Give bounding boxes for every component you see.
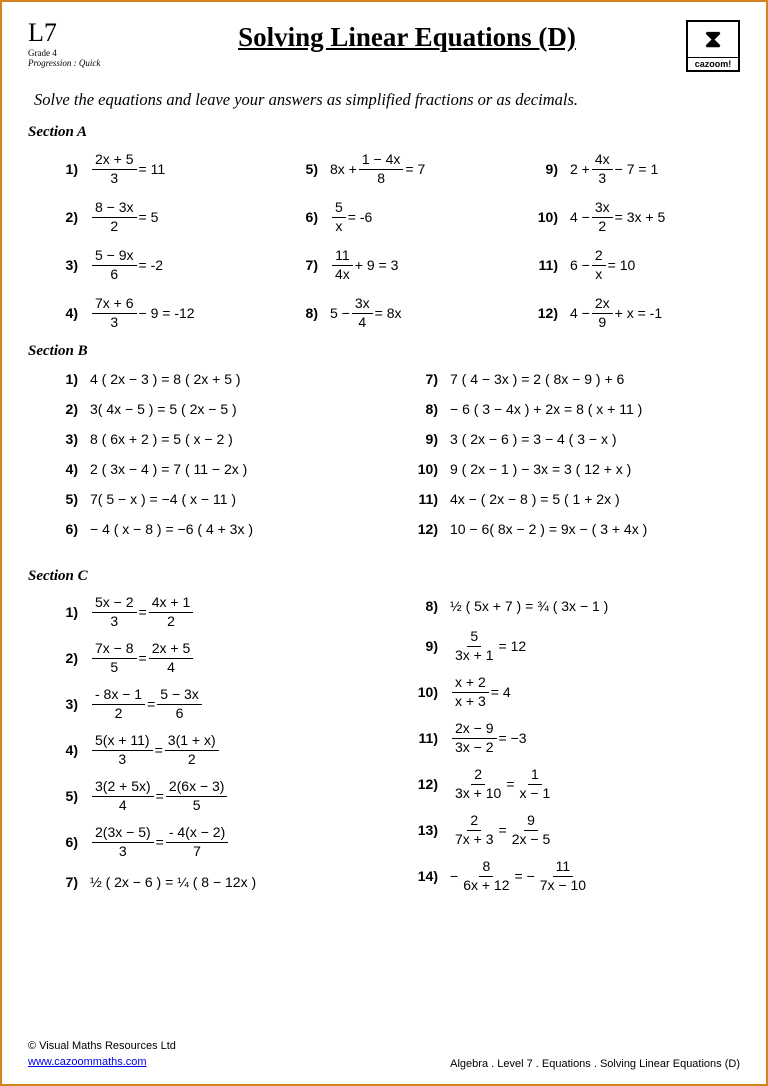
problem: 6)− 4 ( x − 8 ) = −6 ( 4 + 3x ) xyxy=(28,514,380,544)
brand-name: cazoom! xyxy=(688,57,738,69)
problem: 7)7 ( 4 − 3x ) = 2 ( 8x − 9 ) + 6 xyxy=(388,364,740,394)
problem: 10)4 − 3x2 = 3x + 5 xyxy=(508,193,740,241)
problem: 5)8x + 1 − 4x8 = 7 xyxy=(268,145,500,193)
grade-label: Grade 4 xyxy=(28,48,128,58)
problem: 12)23x + 10 = 1x − 1 xyxy=(388,761,740,807)
page-title: Solving Linear Equations (D) xyxy=(128,22,686,53)
problem: 1)5x − 23 = 4x + 12 xyxy=(28,589,380,635)
level-block: L7 Grade 4 Progression : Quick xyxy=(28,20,128,68)
problem: 8)− 6 ( 3 − 4x ) + 2x = 8 ( x + 11 ) xyxy=(388,394,740,424)
problem: 11)2x − 93x − 2 = −3 xyxy=(388,715,740,761)
problem: 11)4x − ( 2x − 8 ) = 5 ( 1 + 2x ) xyxy=(388,484,740,514)
problem: 11)6 − 2x = 10 xyxy=(508,241,740,289)
problem: 10)x + 2x + 3 = 4 xyxy=(388,669,740,715)
problem: 12)10 − 6( 8x − 2 ) = 9x − ( 3 + 4x ) xyxy=(388,514,740,544)
problem: 3)8 ( 6x + 2 ) = 5 ( x − 2 ) xyxy=(28,424,380,454)
problem: 8)5 − 3x4 = 8x xyxy=(268,289,500,337)
problem: 4)5(x + 11)3 = 3(1 + x)2 xyxy=(28,727,380,773)
problem: 1)2x + 53 = 11 xyxy=(28,145,260,193)
footer-breadcrumb: Algebra . Level 7 . Equations . Solving … xyxy=(450,1058,740,1070)
hourglass-icon: ⧗ xyxy=(688,22,738,58)
footer-link[interactable]: www.cazoommaths.com xyxy=(28,1056,147,1068)
section-c: 1)5x − 23 = 4x + 122)7x − 85 = 2x + 543)… xyxy=(28,589,740,899)
instruction-text: Solve the equations and leave your answe… xyxy=(34,90,740,110)
level-code: L7 xyxy=(28,20,128,46)
section-b-title: Section B xyxy=(28,343,740,360)
problem: 6)2(3x − 5)3 = - 4(x − 2)7 xyxy=(28,819,380,865)
problem: 2)3( 4x − 5 ) = 5 ( 2x − 5 ) xyxy=(28,394,380,424)
copyright: © Visual Maths Resources Ltd xyxy=(28,1039,176,1054)
problem: 8)½ ( 5x + 7 ) = ¾ ( 3x − 1 ) xyxy=(388,589,740,623)
section-a-title: Section A xyxy=(28,124,740,141)
progression-label: Progression : Quick xyxy=(28,58,128,68)
problem: 1)4 ( 2x − 3 ) = 8 ( 2x + 5 ) xyxy=(28,364,380,394)
problem: 7)114x + 9 = 3 xyxy=(268,241,500,289)
problem: 4)2 ( 3x − 4 ) = 7 ( 11 − 2x ) xyxy=(28,454,380,484)
problem: 2)8 − 3x2 = 5 xyxy=(28,193,260,241)
problem: 4)7x + 63 − 9 = -12 xyxy=(28,289,260,337)
footer-left: © Visual Maths Resources Ltd www.cazoomm… xyxy=(28,1039,176,1070)
problem: 12)4 − 2x9 + x = -1 xyxy=(508,289,740,337)
problem: 9)53x + 1 = 12 xyxy=(388,623,740,669)
problem: 3)- 8x − 12 = 5 − 3x6 xyxy=(28,681,380,727)
problem: 14)− 86x + 12 = − 117x − 10 xyxy=(388,853,740,899)
problem: 9)2 + 4x3 − 7 = 1 xyxy=(508,145,740,193)
header: L7 Grade 4 Progression : Quick Solving L… xyxy=(28,20,740,72)
problem: 2)7x − 85 = 2x + 54 xyxy=(28,635,380,681)
brand-logo: ⧗ cazoom! xyxy=(686,20,740,72)
problem: 7)½ ( 2x − 6 ) = ¼ ( 8 − 12x ) xyxy=(28,865,380,899)
problem: 6)5x = -6 xyxy=(268,193,500,241)
footer: © Visual Maths Resources Ltd www.cazoomm… xyxy=(28,1039,740,1070)
problem: 13)27x + 3 = 92x − 5 xyxy=(388,807,740,853)
section-a: 1)2x + 53 = 112)8 − 3x2 = 53)5 − 9x6 = -… xyxy=(28,145,740,337)
problem: 5)3(2 + 5x)4 = 2(6x − 3)5 xyxy=(28,773,380,819)
section-c-title: Section C xyxy=(28,568,740,585)
problem: 9)3 ( 2x − 6 ) = 3 − 4 ( 3 − x ) xyxy=(388,424,740,454)
worksheet-page: L7 Grade 4 Progression : Quick Solving L… xyxy=(0,0,768,1086)
problem: 3)5 − 9x6 = -2 xyxy=(28,241,260,289)
section-b: 1)4 ( 2x − 3 ) = 8 ( 2x + 5 )2)3( 4x − 5… xyxy=(28,364,740,544)
problem: 5)7( 5 − x ) = −4 ( x − 11 ) xyxy=(28,484,380,514)
problem: 10)9 ( 2x − 1 ) − 3x = 3 ( 12 + x ) xyxy=(388,454,740,484)
